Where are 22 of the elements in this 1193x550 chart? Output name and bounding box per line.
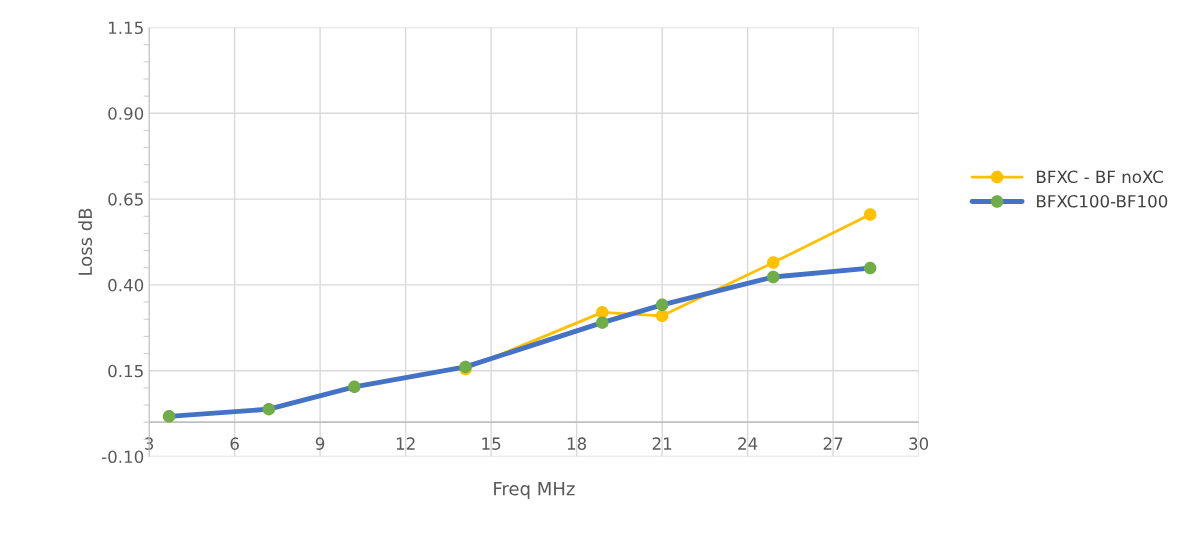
x-tick-label: 9 [315,437,325,450]
y-tick-label: 0.65 [108,193,143,206]
legend-label: BFXC - BF noXC [1037,170,1163,184]
x-tick-label: 21 [652,437,672,450]
x-tick-label: 6 [230,437,239,450]
x-tick-label: 24 [738,437,758,450]
x-axis-title: Freq MHz [494,482,575,499]
y-tick-label: 1.15 [108,21,143,35]
y-tick-label: 0.90 [108,107,144,120]
y-tick-label: 0.40 [108,278,144,292]
x-tick-label: 27 [823,437,843,450]
x-tick-label: 3 [145,437,154,450]
y-tick-label: -0.10 [101,450,144,464]
legend-label: BFXC100-BF100 [1037,194,1168,208]
point [863,208,877,221]
y-axis-title: Loss dB [78,208,93,275]
point [767,256,780,269]
y-tick-label: 0.15 [108,364,143,378]
x-tick-label: 30 [909,437,929,450]
x-tick-label: 12 [396,437,415,450]
x-tick-label: 18 [567,437,587,450]
x-tick-label: 15 [482,437,501,450]
